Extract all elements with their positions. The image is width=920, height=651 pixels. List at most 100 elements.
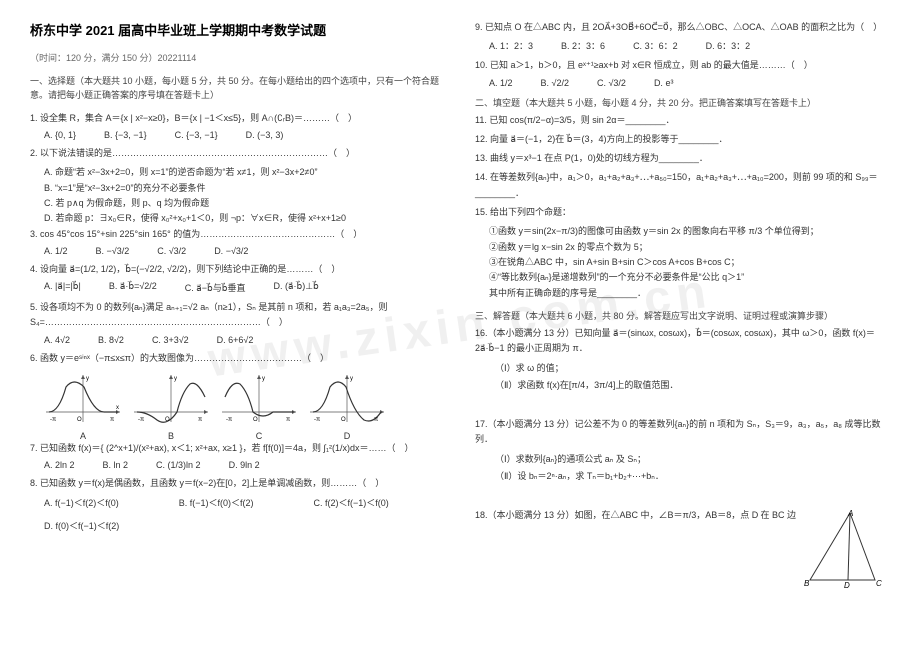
graph-label-c: C — [220, 431, 298, 441]
question-4: 4. 设向量 a⃗=(1/2, 1/2)，b⃗=(−√2/2, √2/2)，则下… — [30, 262, 445, 277]
question-5: 5. 设各项均不为 0 的数列{aₙ}满足 aₙ₊₁=√2 aₙ（n≥1），Sₙ… — [30, 300, 445, 331]
svg-text:π: π — [374, 417, 378, 423]
svg-text:π: π — [286, 417, 290, 423]
graph-a: -π π y x O — [44, 372, 122, 427]
q7-opt-b: B. ln 2 — [103, 460, 129, 470]
q4-opt-c: C. a⃗−b⃗与b⃗垂直 — [185, 281, 246, 294]
q17-2: （Ⅱ）设 bₙ＝2ⁿ·aₙ，求 Tₙ＝b₁+b₂+⋯+bₙ． — [495, 468, 890, 484]
q8-opt-a: A. f(−1)＜f(2)＜f(0) — [44, 496, 119, 509]
q8-options: A. f(−1)＜f(2)＜f(0) B. f(−1)＜f(0)＜f(2) C.… — [44, 496, 445, 532]
q6-graphs: -π π y x O -π π y O — [44, 372, 445, 427]
svg-text:x: x — [116, 405, 119, 411]
q10-opt-b: B. √2/2 — [541, 78, 569, 88]
q15-3: ③在锐角△ABC 中，sin A+sin B+sin C＞cos A+cos B… — [489, 255, 890, 270]
q9-opt-b: B. 2：3：6 — [561, 39, 605, 52]
svg-text:B: B — [804, 579, 810, 588]
q3-opt-b: B. −√3/2 — [96, 246, 130, 256]
svg-text:A: A — [847, 509, 853, 518]
q4-opt-d: D. (a⃗·b⃗)⊥b⃗ — [273, 281, 318, 294]
svg-text:-π: -π — [50, 417, 56, 423]
svg-text:O: O — [77, 417, 82, 423]
svg-text:-π: -π — [226, 417, 232, 423]
q15-sub: ①函数 y＝sin(2x−π/3)的图像可由函数 y＝sin 2x 的图象向右平… — [489, 224, 890, 300]
svg-text:y: y — [350, 376, 353, 382]
q10-opt-d: D. e³ — [654, 78, 674, 88]
svg-text:C: C — [876, 579, 882, 588]
q4-opt-a: A. |a⃗|=|b⃗| — [44, 281, 81, 294]
q17-1: （Ⅰ）求数列{aₙ}的通项公式 aₙ 及 Sₙ； — [495, 451, 890, 467]
question-7: 7. 已知函数 f(x)＝{ (2^x+1)/(x²+ax), x＜1; x²+… — [30, 441, 445, 456]
question-9: 9. 已知点 O 在△ABC 内，且 2OA⃗+3OB⃗+6OC⃗=0⃗，那么△… — [475, 20, 890, 35]
svg-text:y: y — [86, 376, 89, 382]
svg-text:-π: -π — [138, 417, 144, 423]
graph-d: -π π y O — [308, 372, 386, 427]
question-8: 8. 已知函数 y＝f(x)是偶函数，且函数 y＝f(x−2)在[0，2]上是单… — [30, 476, 445, 491]
triangle-figure: A B D C — [800, 508, 890, 588]
section-1-instructions: 一、选择题（本大题共 10 小题，每小题 5 分，共 50 分。在每小题给出的四… — [30, 74, 445, 103]
q5-options: A. 4√2 B. 8√2 C. 3+3√2 D. 6+6√2 — [44, 335, 445, 345]
svg-text:y: y — [174, 376, 177, 382]
q2-c: C. 若 p∧q 为假命题，则 p、q 均为假命题 — [44, 196, 445, 211]
q18-text: 18.（本小题满分 13 分）如图，在△ABC 中，∠B＝π/3，AB＝8，点 … — [475, 510, 758, 520]
q18-end: 在 BC 边 — [760, 508, 796, 523]
q3-opt-a: A. 1/2 — [44, 246, 68, 256]
q4-options: A. |a⃗|=|b⃗| B. a⃗·b⃗=√2/2 C. a⃗−b⃗与b⃗垂直… — [44, 281, 445, 294]
svg-text:O: O — [253, 417, 258, 423]
q5-opt-c: C. 3+3√2 — [152, 335, 189, 345]
q9-opt-c: C. 3：6：2 — [633, 39, 678, 52]
q2-sub: A. 命题“若 x²−3x+2=0，则 x=1”的逆否命题为“若 x≠1，则 x… — [44, 165, 445, 226]
q5-opt-d: D. 6+6√2 — [217, 335, 254, 345]
question-2: 2. 以下说法错误的是………………………………………………………………（ ） — [30, 146, 445, 161]
q7-opt-a: A. 2ln 2 — [44, 460, 75, 470]
graph-label-d: D — [308, 431, 386, 441]
q16-1: （Ⅰ）求 ω 的值； — [495, 360, 890, 376]
svg-text:O: O — [341, 417, 346, 423]
question-11: 11. 已知 cos(π/2−α)=3/5，则 sin 2α＝________． — [475, 113, 890, 128]
question-15: 15. 给出下列四个命题： — [475, 205, 890, 220]
q10-opt-c: C. √3/2 — [597, 78, 626, 88]
q8-opt-b: B. f(−1)＜f(0)＜f(2) — [179, 496, 254, 509]
svg-text:O: O — [165, 417, 170, 423]
q8-opt-d: D. f(0)＜f(−1)＜f(2) — [44, 519, 119, 532]
question-10: 10. 已知 a＞1，b＞0，且 eˣ⁺¹≥ax+b 对 x∈R 恒成立，则 a… — [475, 58, 890, 73]
question-18: A B D C 18.（本小题满分 13 分）如图，在△ABC 中，∠B＝π/3… — [475, 508, 890, 523]
svg-text:π: π — [198, 417, 202, 423]
q2-b: B. “x=1”是“x²−3x+2=0”的充分不必要条件 — [44, 181, 445, 196]
q15-2: ②函数 y＝lg x−sin 2x 的零点个数为 5； — [489, 240, 890, 255]
graph-c: -π π y O — [220, 372, 298, 427]
question-13: 13. 曲线 y＝x³−1 在点 P(1，0)处的切线方程为________． — [475, 151, 890, 166]
question-16: 16.（本小题满分 13 分）已知向量 a⃗＝(sinωx, cosωx)，b⃗… — [475, 326, 890, 357]
q16-2: （Ⅱ）求函数 f(x)在[π/4，3π/4]上的取值范围． — [495, 377, 890, 393]
svg-text:D: D — [844, 581, 850, 588]
q2-a: A. 命题“若 x²−3x+2=0，则 x=1”的逆否命题为“若 x≠1，则 x… — [44, 165, 445, 180]
q7-options: A. 2ln 2 B. ln 2 C. (1/3)ln 2 D. 9ln 2 — [44, 460, 445, 470]
q10-options: A. 1/2 B. √2/2 C. √3/2 D. e³ — [489, 78, 890, 88]
q1-options: A. {0, 1} B. {−3, −1} C. {−3, −1} D. (−3… — [44, 130, 445, 140]
q1-opt-c: C. {−3, −1} — [175, 130, 218, 140]
svg-text:y: y — [262, 376, 265, 382]
q15-end: 其中所有正确命题的序号是________． — [489, 286, 890, 301]
q4-opt-b: B. a⃗·b⃗=√2/2 — [109, 281, 157, 294]
graph-label-a: A — [44, 431, 122, 441]
subtitle: （时间：120 分，满分 150 分）20221114 — [30, 51, 445, 64]
q9-opt-d: D. 6：3：2 — [706, 39, 751, 52]
q1-opt-d: D. (−3, 3) — [246, 130, 284, 140]
q8-opt-c: C. f(2)＜f(−1)＜f(0) — [314, 496, 389, 509]
q7-opt-c: C. (1/3)ln 2 — [156, 460, 201, 470]
question-14: 14. 在等差数列{aₙ}中，a₁＞0，a₁+a₂+a₃+⋯+a₅₀=150，a… — [475, 170, 890, 201]
q1-opt-b: B. {−3, −1} — [104, 130, 147, 140]
question-17: 17.（本小题满分 13 分）记公差不为 0 的等差数列{aₙ}的前 n 项和为… — [475, 417, 890, 448]
question-12: 12. 向量 a⃗＝(−1，2)在 b⃗＝(3，4)方向上的投影等于______… — [475, 132, 890, 147]
q7-opt-d: D. 9ln 2 — [229, 460, 260, 470]
q1-opt-a: A. {0, 1} — [44, 130, 76, 140]
q15-4: ④“等比数列{aₙ}是递增数列”的一个充分不必要条件是“公比 q＞1” — [489, 270, 890, 285]
q3-opt-c: C. √3/2 — [157, 246, 186, 256]
q3-options: A. 1/2 B. −√3/2 C. √3/2 D. −√3/2 — [44, 246, 445, 256]
q6-graph-labels: A B C D — [44, 431, 445, 441]
q9-options: A. 1：2：3 B. 2：3：6 C. 3：6：2 D. 6：3：2 — [489, 39, 890, 52]
q5-opt-a: A. 4√2 — [44, 335, 70, 345]
q9-opt-a: A. 1：2：3 — [489, 39, 533, 52]
q3-opt-d: D. −√3/2 — [214, 246, 248, 256]
question-3: 3. cos 45°cos 15°+sin 225°sin 165° 的值为……… — [30, 227, 445, 242]
svg-text:-π: -π — [314, 417, 320, 423]
